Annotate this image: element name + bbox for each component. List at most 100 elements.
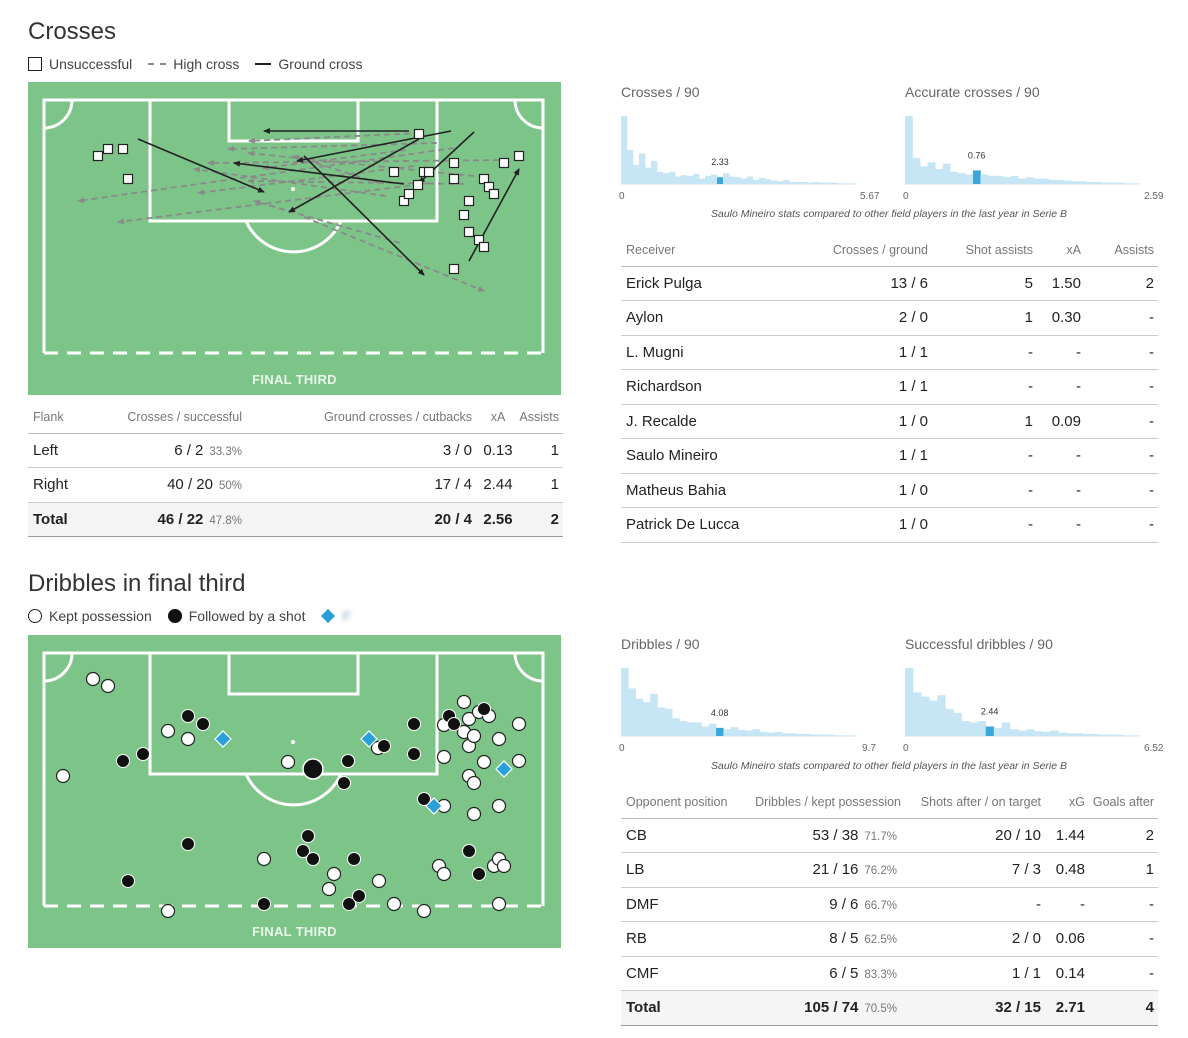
hist-bar (693, 173, 700, 184)
shot-assists-header: Shot assists (928, 234, 1033, 267)
hist-bar (741, 178, 748, 184)
crosses-ground: 1 / 1 (811, 438, 928, 474)
hist-bar (1026, 729, 1035, 736)
opponent-position: CMF (621, 956, 731, 991)
shots-after-header: Shots after / on target (901, 786, 1041, 819)
ground-crosses: 17 / 4 (248, 467, 478, 503)
goals-after: - (1085, 956, 1158, 991)
followed-by-shot-dot (301, 829, 315, 843)
unsuccessful-cross-marker (403, 188, 415, 200)
unsuccessful-cross-marker (448, 263, 460, 275)
high-cross-line (303, 216, 485, 292)
shots-after: 1 / 1 (901, 956, 1041, 991)
xa-value: - (1033, 335, 1081, 370)
table-row: Erick Pulga 13 / 6 5 1.50 2 (621, 266, 1158, 301)
unsuccessful-cross-marker (463, 226, 475, 238)
opponent-position: LB (621, 852, 731, 888)
high-cross-line (197, 165, 415, 196)
dribbles-kept: 8 / 5 62.5% (731, 921, 901, 957)
table-row: J. Recalde 1 / 0 1 0.09- (621, 404, 1158, 439)
hist-bar (905, 668, 914, 736)
receiver-name: Aylon (621, 300, 811, 336)
diamond-marker (360, 730, 378, 748)
shot-assists: 5 (928, 266, 1033, 301)
hist-bar (681, 175, 688, 184)
hist-bar (753, 179, 760, 184)
unsuccessful-cross-marker (498, 157, 510, 169)
hist-bar (789, 181, 796, 184)
hist-bar (672, 718, 680, 736)
opponent-position: DMF (621, 887, 731, 922)
xa-value: - (1033, 438, 1081, 474)
hist-bar (723, 729, 731, 736)
legend-third: F (321, 608, 353, 624)
hist-successful-dribbles: 2.44 (905, 668, 1140, 737)
legend-kept-possession: Kept possession (28, 608, 152, 624)
hist-bar (1040, 178, 1049, 184)
hist-bar (642, 702, 651, 736)
high-cross-line (193, 166, 387, 197)
xa-header: xA (1033, 234, 1081, 267)
legend-kept-label: Kept possession (49, 608, 152, 624)
hist-bar (950, 171, 959, 184)
hist-bar (687, 175, 694, 184)
shot-assists: - (928, 507, 1033, 543)
hist-bar (1122, 735, 1132, 736)
dribbles-hist-caption: Saulo Mineiro stats compared to other fi… (710, 760, 1067, 772)
shots-after: 32 / 15 (901, 990, 1041, 1026)
crosses-ground-header: Crosses / ground (811, 234, 928, 267)
kept-possession-dot (466, 728, 482, 744)
kept-possession-dot (436, 749, 452, 765)
hist-successful-dribbles-title: Successful dribbles / 90 (905, 636, 1053, 652)
crosses-value: 6 / 2 (174, 441, 204, 459)
hist-bar (801, 181, 808, 184)
hist-bar (942, 163, 951, 184)
xg-value: 1.44 (1041, 818, 1085, 853)
table-row: DMF 9 / 6 66.7% - - - (621, 887, 1158, 922)
shots-after: 7 / 3 (901, 852, 1041, 888)
assists-value: - (1081, 438, 1158, 474)
xa-header: xA (478, 401, 518, 434)
hist-bar (935, 169, 944, 184)
hist-bar (1116, 182, 1125, 184)
ground-cross-line (233, 160, 405, 185)
crosses-pct: 33.3% (209, 445, 242, 458)
crosses-hist-caption: Saulo Mineiro stats compared to other fi… (710, 208, 1067, 220)
receiver-name: Saulo Mineiro (621, 438, 811, 474)
hist-bar (818, 734, 827, 736)
hist-bar (781, 733, 790, 736)
hist-bar (905, 116, 913, 184)
followed-by-shot-dot (342, 897, 356, 911)
hist-bar (675, 176, 682, 184)
followed-by-shot-dot (181, 709, 195, 723)
legend-unsuccessful-label: Unsuccessful (49, 56, 133, 72)
legend-high-cross: High cross (148, 56, 239, 72)
legend-unsuccessful: Unsuccessful (28, 56, 132, 72)
hist-bar (1058, 732, 1067, 736)
hist-bar (789, 733, 797, 736)
goals-after: - (1085, 921, 1158, 957)
crosses-ground: 1 / 1 (811, 335, 928, 370)
hist-bar (807, 182, 814, 184)
hist-bar (840, 735, 848, 736)
goals-after: 2 (1085, 818, 1158, 853)
high-cross-line (77, 147, 455, 204)
hist-bar (1017, 730, 1027, 736)
hist-dribbles-max: 9.7 (862, 743, 876, 754)
hist-bar (961, 721, 970, 736)
kept-possession-dot (466, 806, 482, 822)
unsuccessful-cross-marker (412, 179, 424, 191)
followed-by-shot-dot (116, 754, 130, 768)
goals-after-header: Goals after (1085, 786, 1158, 819)
kept-possession-dot (321, 881, 337, 897)
hist-bar (1101, 182, 1110, 184)
hist-bar (759, 177, 766, 184)
followed-by-shot-dot (462, 844, 476, 858)
opponent-position: RB (621, 921, 731, 957)
dribbles-value: 6 / 5 (829, 964, 859, 982)
hist-bar (694, 722, 702, 736)
hist-bar (920, 166, 928, 184)
unsuccessful-cross-marker (122, 173, 134, 185)
hist-bar (657, 707, 666, 736)
hist-bar (1003, 177, 1011, 184)
